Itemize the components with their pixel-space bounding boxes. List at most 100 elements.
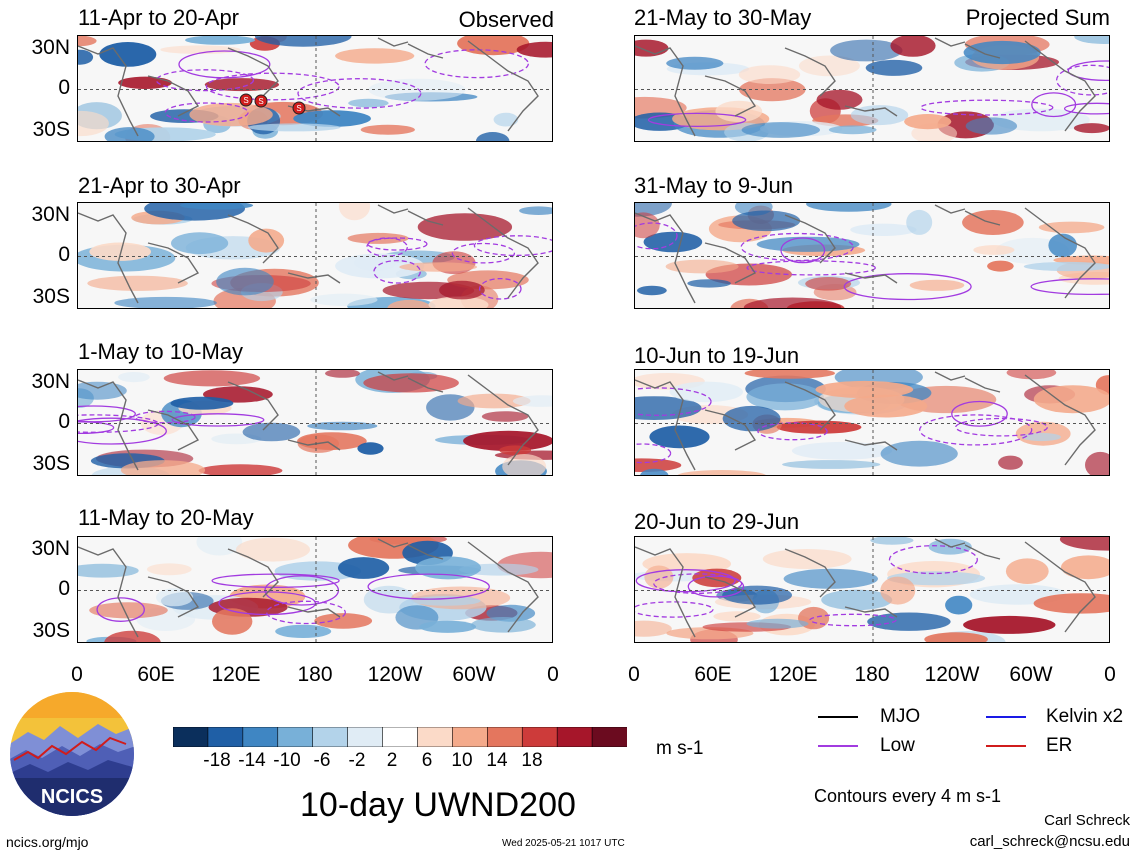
- coastline: [78, 212, 139, 304]
- svg-text:S: S: [296, 104, 301, 113]
- legend-line-er: [986, 745, 1026, 747]
- coastline: [78, 45, 139, 137]
- anomaly-blob: [212, 608, 253, 635]
- coastline: [377, 204, 409, 214]
- contour-line: [1031, 92, 1077, 118]
- anomaly-blob: [850, 223, 917, 236]
- anomaly-blob: [965, 117, 1018, 135]
- coastline: [844, 105, 898, 117]
- coastline: [227, 548, 279, 598]
- anomaly-blob: [890, 36, 936, 57]
- anomaly-blob: [880, 440, 958, 467]
- units-label: m s-1: [656, 738, 704, 759]
- lat-label-30s: 30S: [32, 285, 70, 308]
- anomaly-blob: [1033, 593, 1109, 614]
- contour-line: [134, 410, 196, 424]
- anomaly-blob: [196, 537, 243, 556]
- contour-line: [888, 545, 978, 575]
- anomaly-blob: [1085, 451, 1109, 475]
- author-email[interactable]: carl_schreck@ncsu.edu: [969, 833, 1130, 850]
- anomaly-blob: [120, 460, 206, 475]
- anomaly-blob: [493, 112, 519, 127]
- anomaly-blob: [732, 210, 801, 232]
- lat-label-30s: 30S: [32, 619, 70, 642]
- anomaly-blob: [428, 296, 489, 308]
- anomaly-blob: [743, 297, 842, 308]
- anomaly-blob: [987, 260, 1014, 272]
- coastline: [467, 207, 539, 299]
- contour-line: [780, 237, 826, 264]
- panel-title-3: 21-Apr to 30-Apr: [78, 173, 241, 198]
- anomaly-blob: [782, 460, 881, 469]
- coastline: [78, 379, 139, 471]
- contour-line: [635, 601, 714, 618]
- contour-line: [919, 414, 1033, 446]
- coastline: [407, 544, 444, 560]
- contour-line: [297, 78, 422, 109]
- lon-label: 120W: [924, 663, 980, 686]
- map-panel: [634, 35, 1110, 142]
- anomaly-blob: [254, 36, 352, 47]
- uwnd-anomaly-map: [78, 203, 552, 308]
- coastline: [964, 210, 1001, 226]
- anomaly-blob: [275, 624, 332, 638]
- anomaly-blob: [118, 76, 172, 89]
- uwnd-anomaly-map: [635, 537, 1109, 642]
- anomaly-blob: [1006, 370, 1057, 380]
- lon-label: 0: [628, 663, 640, 686]
- anomaly-blob: [815, 380, 914, 399]
- lat-label-0: 0: [58, 577, 70, 600]
- anomaly-blob: [335, 253, 425, 279]
- anomaly-blob: [635, 620, 672, 637]
- colorbar-swatch: [452, 726, 489, 748]
- anomaly-blob: [248, 228, 285, 253]
- lon-label: 120E: [768, 663, 818, 686]
- storm-marker-icon: S: [254, 94, 268, 108]
- anomaly-blob: [399, 262, 478, 272]
- contour-line: [78, 417, 167, 445]
- anomaly-blob: [314, 613, 373, 629]
- main-title: 10-day UWND200: [300, 786, 576, 824]
- anomaly-blob: [783, 568, 878, 589]
- coastline: [377, 371, 409, 381]
- anomaly-blob: [821, 589, 893, 611]
- colorbar-swatch: [591, 726, 628, 748]
- anomaly-blob: [830, 39, 903, 62]
- anomaly-blob: [880, 576, 916, 605]
- contour-line: [809, 613, 897, 627]
- anomaly-blob: [171, 232, 229, 255]
- colorbar-label: 18: [521, 750, 543, 771]
- website-link[interactable]: ncics.org/mjo: [6, 834, 89, 850]
- anomaly-blob: [643, 231, 703, 253]
- contour-line: [740, 232, 854, 262]
- contour-line: [1030, 278, 1109, 296]
- anomaly-blob: [325, 370, 360, 378]
- coastline: [1024, 541, 1096, 633]
- contour-line: [1055, 64, 1109, 96]
- anomaly-blob: [816, 89, 863, 110]
- coastline: [407, 43, 444, 59]
- lon-label: 180: [297, 663, 333, 686]
- legend-line-kelvin: [986, 716, 1026, 718]
- anomaly-blob: [457, 36, 530, 56]
- anomaly-blob: [870, 537, 914, 545]
- contour-line: [635, 569, 736, 593]
- anomaly-blob: [635, 96, 687, 119]
- colorbar-label: 6: [421, 750, 433, 771]
- uwnd-anomaly-map: [635, 370, 1109, 475]
- contour-line: [78, 421, 115, 435]
- anomaly-blob: [1061, 555, 1109, 580]
- contour-line: [211, 573, 340, 588]
- coastline: [407, 210, 444, 226]
- storm-marker-icon: S: [239, 93, 253, 107]
- colorbar-label: -6: [313, 750, 331, 771]
- anomaly-blob: [669, 381, 743, 403]
- colorbar-swatch: [277, 726, 314, 748]
- anomaly-blob: [677, 470, 766, 475]
- contour-line: [155, 69, 255, 92]
- anomaly-blob: [415, 556, 481, 580]
- uwnd-anomaly-map: [78, 537, 552, 642]
- contour-line: [266, 600, 346, 625]
- colorbar-swatch: [417, 726, 454, 748]
- coastline: [704, 75, 757, 117]
